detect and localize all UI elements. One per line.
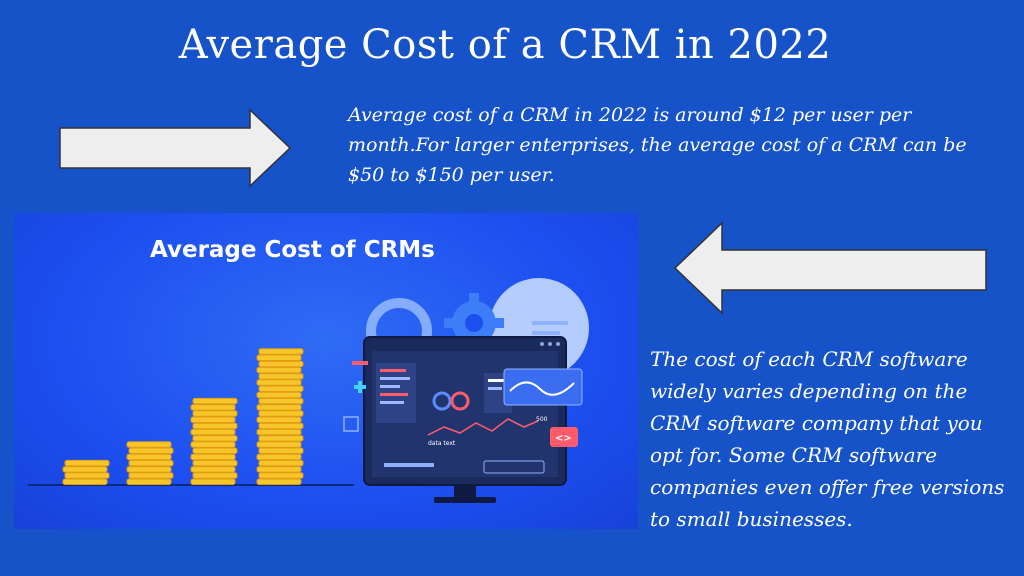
coin <box>256 404 302 411</box>
coin <box>256 416 302 423</box>
chart-label: 500 <box>536 416 548 423</box>
coin <box>256 391 302 399</box>
coin <box>126 466 172 473</box>
coin <box>258 410 304 417</box>
coin-stack <box>190 397 238 485</box>
coin-stack <box>126 441 174 485</box>
slide-title: Average Cost of a CRM in 2022 <box>178 22 832 68</box>
crm-cost-illustration: Average Cost of CRMs <box>14 213 638 529</box>
coin <box>192 435 238 442</box>
coin <box>192 447 238 454</box>
coin <box>128 472 174 479</box>
coin <box>258 447 304 454</box>
screen-label: data text <box>428 440 456 447</box>
coin-stack <box>62 459 110 485</box>
coin <box>128 459 174 467</box>
detail-paragraph: The cost of each CRM software widely var… <box>650 347 1005 531</box>
coin <box>192 397 238 405</box>
coin <box>258 435 304 442</box>
illustration-heading: Average Cost of CRMs <box>150 237 435 263</box>
coin <box>64 459 110 467</box>
coin <box>258 397 304 405</box>
gear-icon <box>444 293 504 353</box>
coin <box>258 459 304 467</box>
coin <box>256 478 302 485</box>
coin-stack <box>256 348 304 485</box>
coin <box>256 354 302 361</box>
coin <box>256 453 302 461</box>
intro-paragraph: Average cost of a CRM in 2022 is around … <box>348 104 967 186</box>
monitor-illustration: data text 500 <> <box>363 336 583 503</box>
right-arrow-icon <box>59 108 292 188</box>
coin <box>62 466 108 473</box>
coin <box>258 360 304 368</box>
coin <box>190 466 236 473</box>
coin <box>64 472 110 479</box>
coin <box>256 441 302 448</box>
coin <box>192 422 238 430</box>
coin <box>62 478 108 485</box>
coin <box>258 422 304 430</box>
left-arrow-icon <box>673 221 987 315</box>
code-icon: <> <box>555 433 572 444</box>
coin-stacks <box>62 348 304 485</box>
coin <box>190 453 236 461</box>
coin <box>192 459 238 467</box>
coin <box>192 410 238 417</box>
coin <box>126 441 172 448</box>
coin <box>126 478 172 485</box>
coin <box>190 441 236 448</box>
coin <box>256 428 302 436</box>
coin <box>258 373 304 380</box>
coin <box>126 453 172 461</box>
coin <box>190 416 236 423</box>
coin <box>190 404 236 411</box>
coin <box>256 366 302 374</box>
coin <box>258 385 304 392</box>
coin <box>258 348 304 355</box>
coin <box>190 428 236 436</box>
coin <box>256 466 302 473</box>
plus-icon <box>354 381 366 393</box>
coin <box>258 472 304 479</box>
coin <box>192 472 238 479</box>
coin <box>128 447 174 454</box>
coin <box>190 478 236 485</box>
coin <box>256 379 302 386</box>
